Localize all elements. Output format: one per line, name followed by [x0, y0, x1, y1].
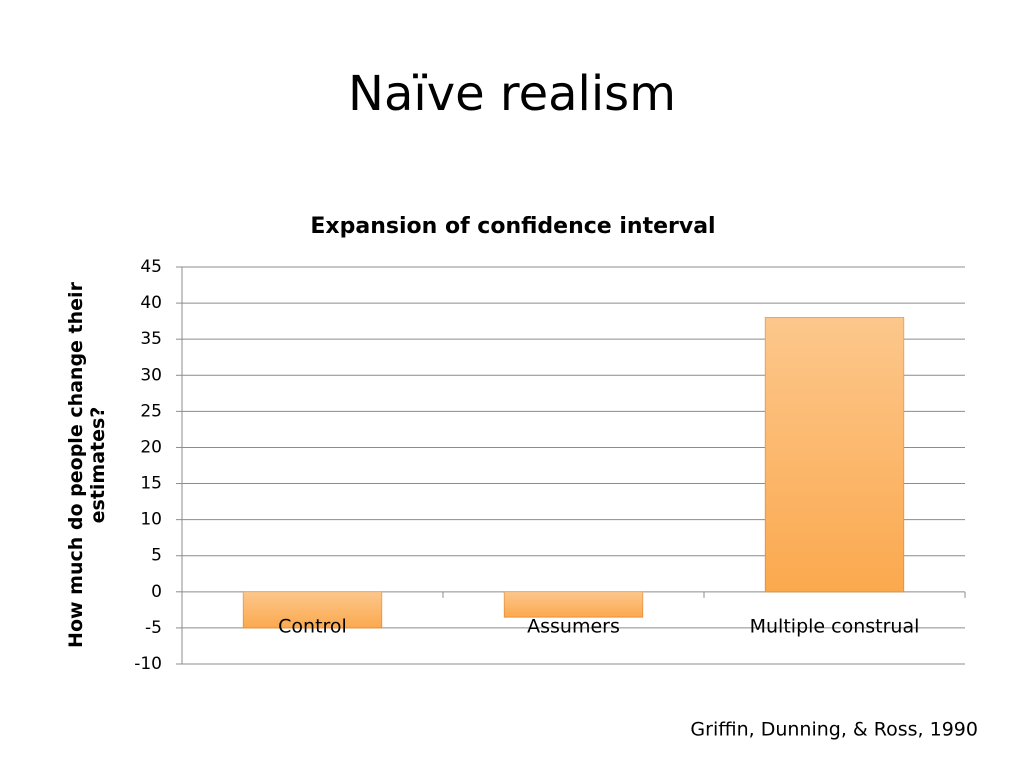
y-tick-label: -5 — [145, 618, 162, 638]
bar-shine — [504, 591, 643, 618]
y-tick-label: 25 — [140, 401, 162, 421]
y-tick-label: 30 — [140, 365, 162, 385]
y-tick-label: 45 — [140, 257, 162, 277]
x-tick-label: Assumers — [527, 615, 620, 637]
y-tick-label: 40 — [140, 293, 162, 313]
y-tick-label: 5 — [151, 546, 162, 566]
y-axis-label-box: How much do people change their estimate… — [65, 282, 109, 648]
x-tick-label: Multiple construal — [750, 615, 920, 637]
chart-title: Expansion of confidence interval — [310, 214, 715, 239]
slide-title: Naïve realism — [348, 66, 676, 122]
y-tick-label: 0 — [151, 582, 162, 602]
y-axis-label: How much do people change their estimate… — [65, 282, 109, 648]
bar-shine — [243, 591, 382, 628]
y-tick-label: 15 — [140, 474, 162, 494]
y-tick-label: -10 — [134, 654, 162, 674]
y-tick-label: 20 — [140, 437, 162, 457]
citation: Griffin, Dunning, & Ross, 1990 — [690, 719, 978, 741]
y-tick-label: 10 — [140, 510, 162, 530]
x-tick-label: Control — [278, 615, 347, 637]
bar-shine — [765, 317, 904, 592]
y-tick-label: 35 — [140, 329, 162, 349]
